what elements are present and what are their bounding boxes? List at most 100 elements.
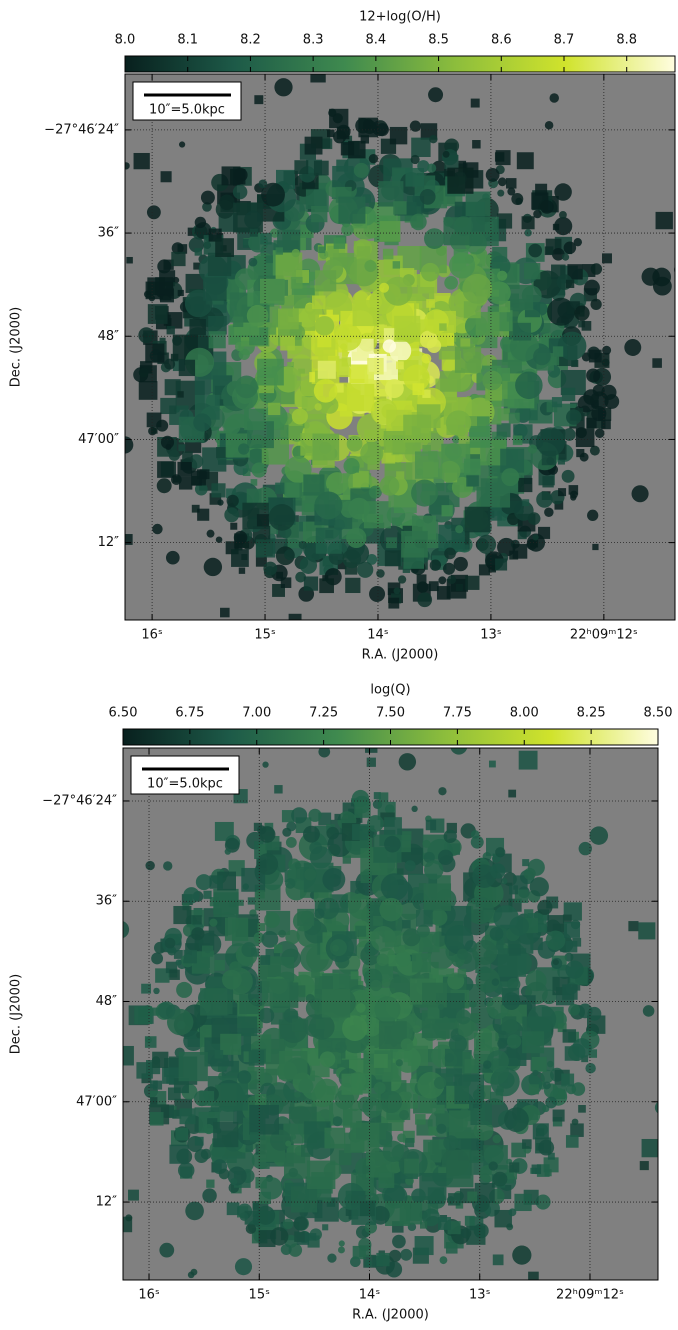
scale-bar-label: 10″=5.0kpc	[147, 777, 223, 792]
y-tick-label: 12″	[98, 535, 120, 550]
map-pixel	[493, 1172, 508, 1187]
map-pixel	[504, 1107, 529, 1132]
colorbar-tick-label: 8.4	[366, 33, 387, 48]
map-pixel	[489, 761, 496, 768]
map-pixel	[553, 959, 559, 965]
map-pixel	[224, 508, 239, 523]
map-pixel	[237, 1070, 251, 1084]
map-pixel	[233, 185, 248, 200]
y-tick-label: −27°46′24″	[44, 122, 119, 137]
map-pixel	[244, 1315, 261, 1326]
map-pixel	[538, 527, 550, 539]
map-pixel	[320, 1051, 336, 1067]
map-pixel	[248, 897, 255, 904]
map-pixel	[472, 940, 497, 965]
map-pixel	[545, 121, 554, 130]
map-pixel	[343, 37, 354, 48]
map-pixel	[315, 316, 335, 336]
map-pixel	[447, 168, 473, 194]
map-pixel	[204, 558, 222, 576]
map-pixel	[306, 994, 315, 1003]
map-pixel	[528, 512, 541, 525]
map-pixel	[57, 407, 70, 420]
map-pixel	[628, 921, 638, 931]
map-pixel	[225, 918, 248, 941]
map-pixel	[392, 1235, 406, 1249]
map-pixel	[490, 1092, 503, 1105]
map-pixel	[572, 1119, 579, 1126]
map-pixel	[513, 435, 523, 445]
map-pixel	[411, 806, 417, 812]
map-pixel	[439, 323, 446, 330]
map-pixel	[326, 827, 339, 840]
map-pixel	[512, 1246, 531, 1265]
map-pixel	[341, 224, 353, 236]
map-pixel	[343, 458, 359, 474]
map-pixel	[189, 319, 205, 335]
map-pixel	[299, 541, 307, 549]
map-pixel	[322, 868, 345, 891]
colorbar-tick-label: 7.50	[376, 706, 405, 721]
map-pixel	[591, 263, 602, 274]
map-pixel	[601, 420, 611, 430]
map-pixel	[159, 1243, 174, 1258]
map-pixel	[416, 910, 433, 927]
map-pixel	[592, 544, 598, 550]
map-pixel	[194, 1090, 210, 1106]
map-pixel	[542, 476, 553, 487]
map-pixel	[388, 598, 399, 609]
map-pixel	[421, 354, 431, 364]
map-pixel	[522, 1031, 544, 1053]
map-pixel	[533, 210, 542, 219]
map-pixel	[522, 499, 529, 506]
map-pixel	[173, 476, 179, 482]
map-pixel	[255, 1094, 267, 1106]
map-pixel	[233, 317, 243, 327]
colorbar-tick-label: 8.7	[554, 33, 575, 48]
map-pixel	[528, 244, 542, 258]
map-pixel	[412, 1025, 420, 1033]
map-pixel	[173, 906, 191, 924]
map-pixel	[439, 1291, 453, 1305]
map-pixel	[522, 1139, 532, 1149]
map-pixel	[440, 371, 461, 392]
map-pixel	[151, 953, 163, 965]
map-pixel	[161, 171, 172, 182]
map-pixel	[422, 840, 430, 848]
map-pixel	[508, 790, 516, 798]
map-pixel	[590, 446, 600, 456]
map-pixel	[461, 1228, 471, 1238]
map-pixel	[474, 1033, 492, 1051]
map-pixel	[380, 221, 400, 241]
map-pixel	[308, 809, 321, 822]
colorbar-tick-label: 8.50	[644, 706, 673, 721]
map-pixel	[327, 310, 333, 316]
map-pixel	[570, 1123, 584, 1137]
map-pixel	[532, 1057, 547, 1072]
map-pixel	[517, 152, 534, 169]
map-pixel	[230, 1301, 249, 1320]
map-pixel	[527, 1005, 556, 1034]
colorbar-tick-label: 7.00	[242, 706, 271, 721]
map-pixel	[566, 941, 577, 952]
map-pixel	[280, 336, 295, 351]
colorbar-tick-label: 8.8	[616, 33, 637, 48]
map-pixel	[370, 980, 381, 991]
map-pixel	[339, 1240, 345, 1246]
map-pixel	[384, 817, 402, 835]
map-pixel	[303, 826, 320, 843]
map-pixel	[294, 160, 308, 174]
map-pixel	[393, 261, 400, 268]
map-pixel	[292, 408, 308, 424]
map-pixel	[215, 1050, 223, 1058]
y-axis-label: Dec. (J2000)	[9, 974, 24, 1054]
map-pixel	[589, 350, 602, 363]
map-pixel	[164, 359, 175, 370]
map-pixel	[509, 413, 520, 424]
map-pixel	[314, 491, 342, 519]
map-pixel	[191, 927, 204, 940]
map-pixel	[305, 137, 323, 155]
y-tick-label: 48″	[98, 329, 120, 344]
map-pixel	[507, 628, 524, 645]
map-pixel	[524, 263, 540, 279]
